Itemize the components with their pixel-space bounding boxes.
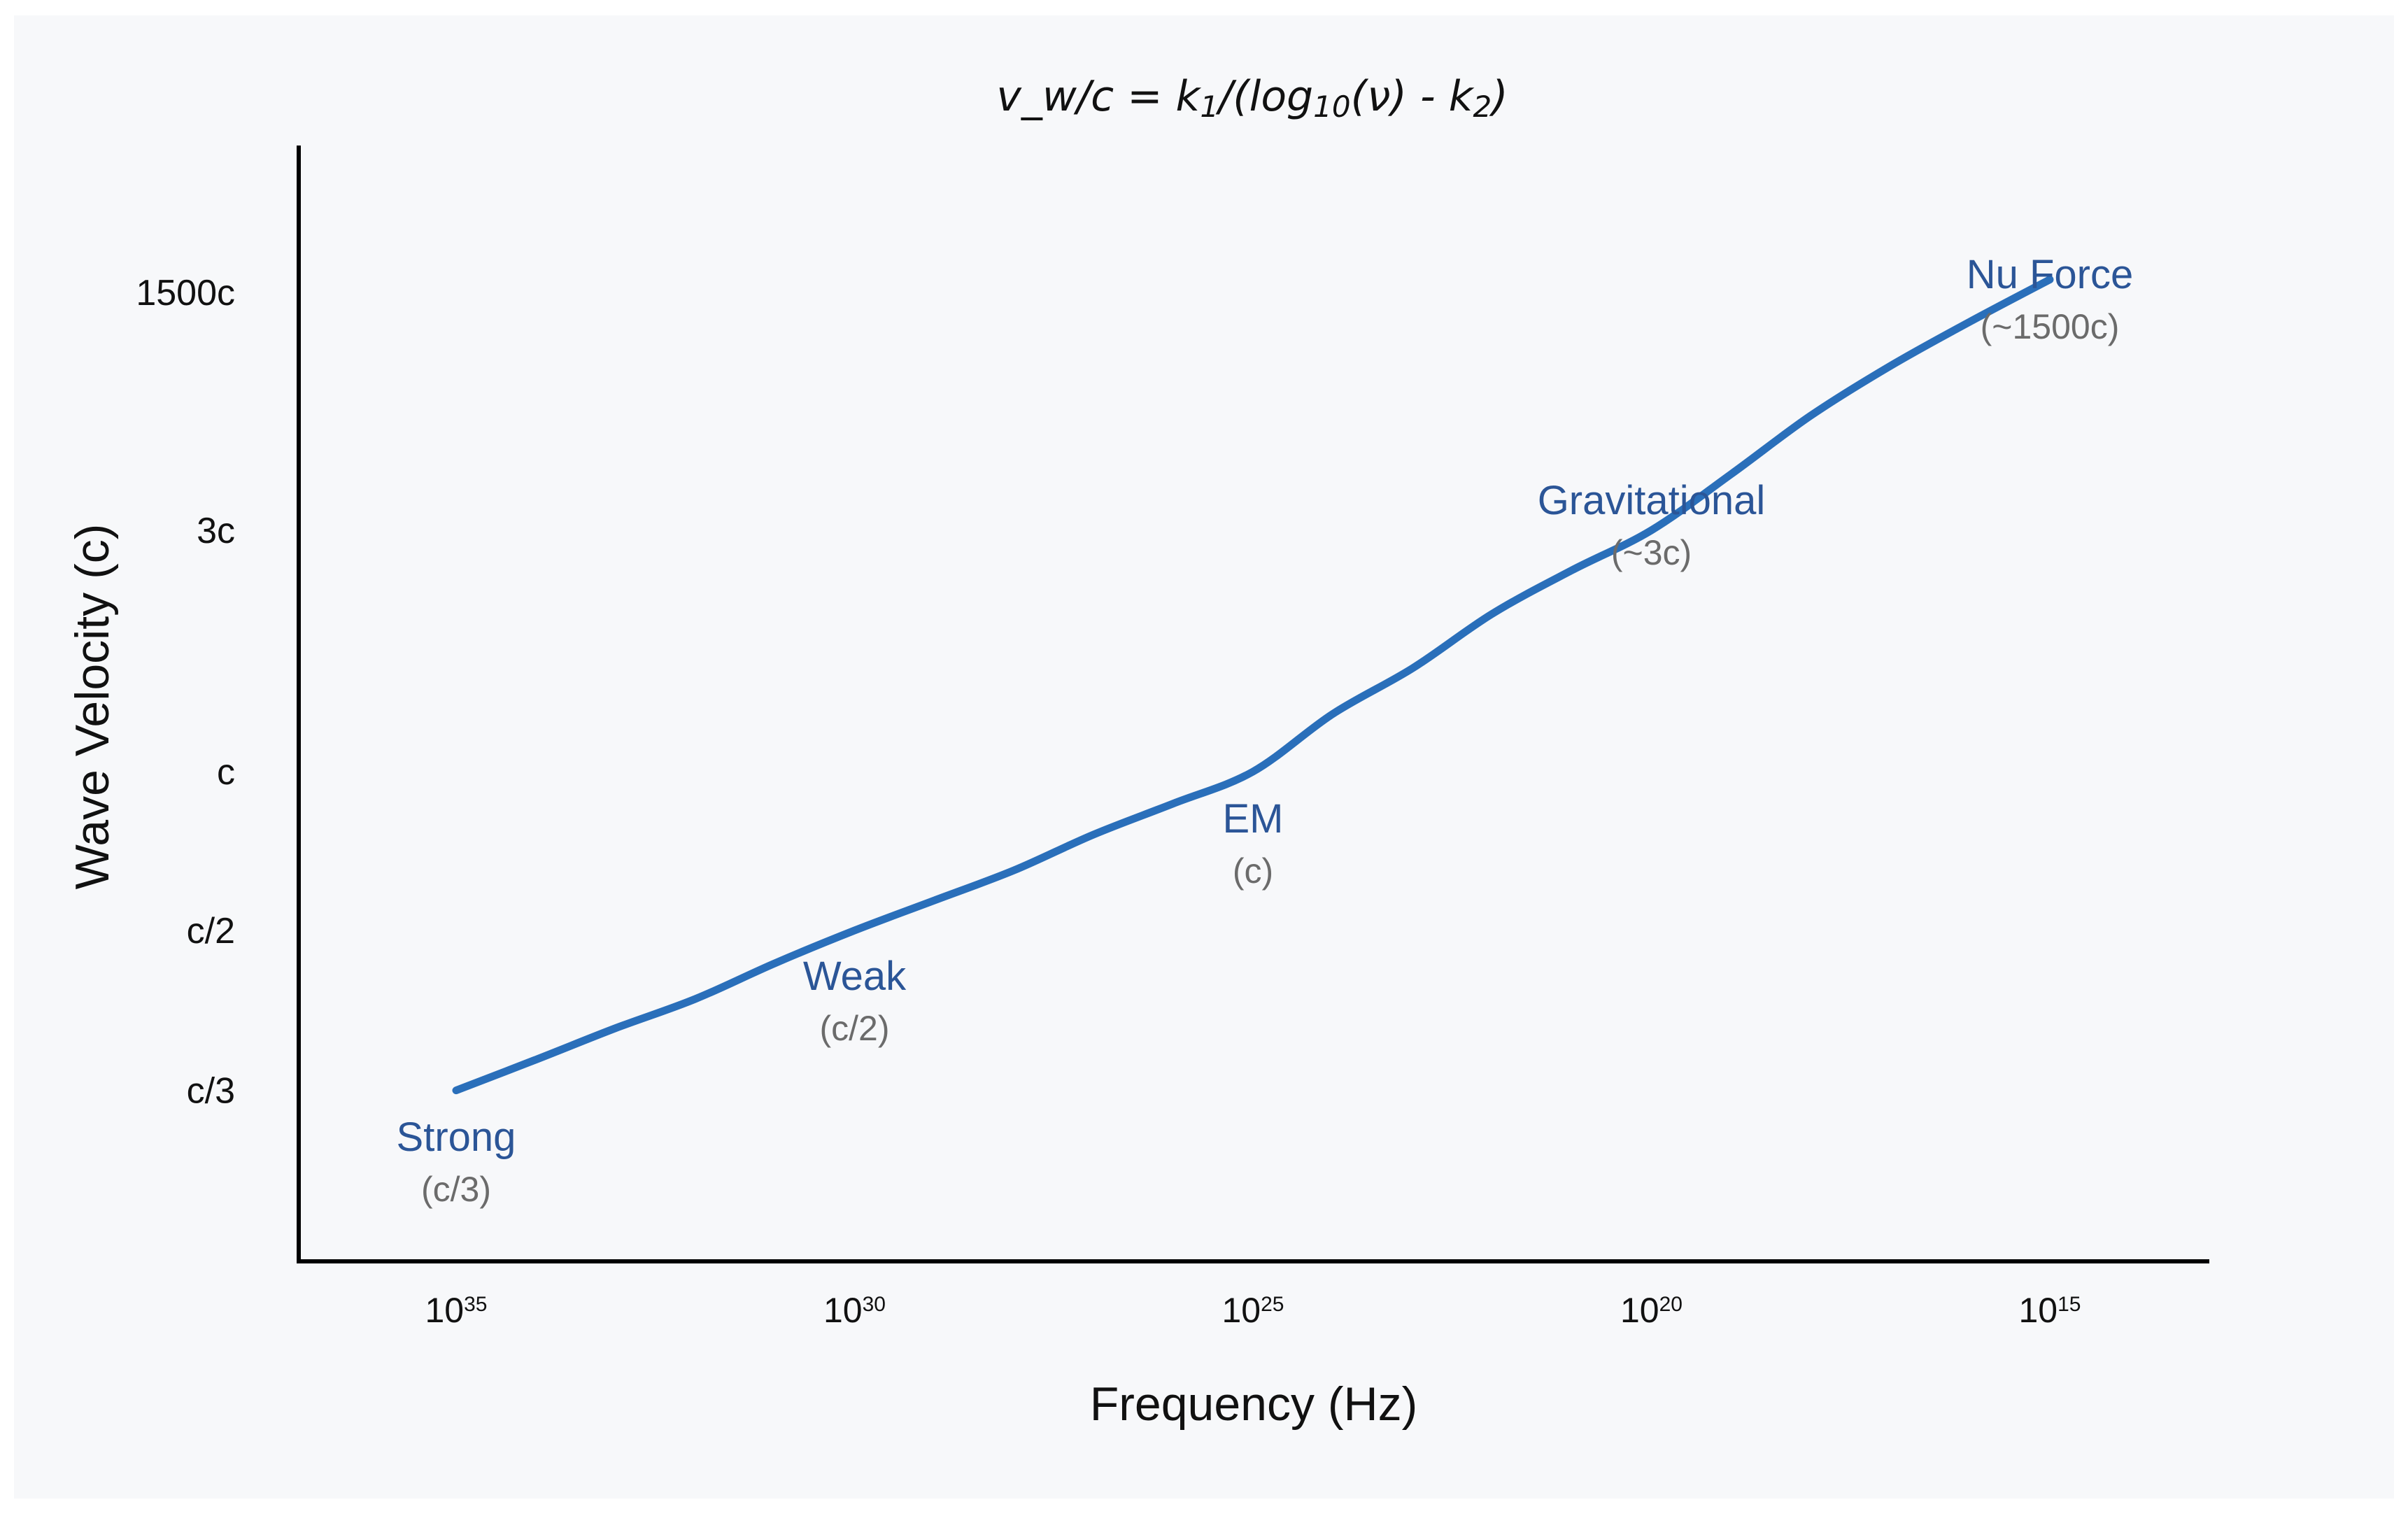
- chart-background: [14, 15, 2394, 1499]
- x-tick-label: 1035: [425, 1291, 488, 1330]
- x-axis-label: Frequency (Hz): [1090, 1377, 1418, 1431]
- y-tick-label: 1500c: [136, 273, 235, 313]
- annotation-name: Weak: [803, 954, 907, 999]
- annotation-name: Nu Force: [1967, 252, 2134, 297]
- annotation-name: Gravitational: [1538, 478, 1766, 523]
- y-tick-label: c: [217, 752, 235, 793]
- x-tick-label: 1030: [823, 1291, 886, 1330]
- x-tick-label: 1025: [1222, 1291, 1284, 1330]
- annotation-value: (c): [1233, 851, 1273, 891]
- x-tick-labels: 1035 1030 1025 1020 1015: [425, 1291, 2081, 1330]
- x-tick-label: 1020: [1620, 1291, 1683, 1330]
- y-axis-label: Wave Velocity (c): [66, 524, 119, 890]
- series-layer: [452, 276, 2054, 1095]
- y-tick-label: c/3: [187, 1071, 235, 1112]
- annotation-value: (~3c): [1611, 533, 1692, 572]
- annotation-layer: Strong (c/3) Weak (c/2) EM (c) Gravitational (~…: [397, 252, 2134, 1209]
- y-tick-label: 3c: [197, 511, 235, 551]
- annotation-value: (c/2): [820, 1009, 890, 1048]
- y-tick-labels: c/3 c/2 c 3c 1500c: [136, 273, 235, 1112]
- annotation-value: (c/3): [421, 1170, 491, 1209]
- series-line: [452, 276, 2054, 1095]
- annotation-name: Strong: [397, 1114, 516, 1160]
- x-tick-label: 1015: [2019, 1291, 2081, 1330]
- chart-title: v_w/c = k1/(log10(ν) - k2): [996, 72, 1508, 124]
- annotation-value: (~1500c): [1981, 307, 2120, 346]
- y-tick-label: c/2: [187, 911, 235, 951]
- annotation-name: EM: [1223, 796, 1284, 842]
